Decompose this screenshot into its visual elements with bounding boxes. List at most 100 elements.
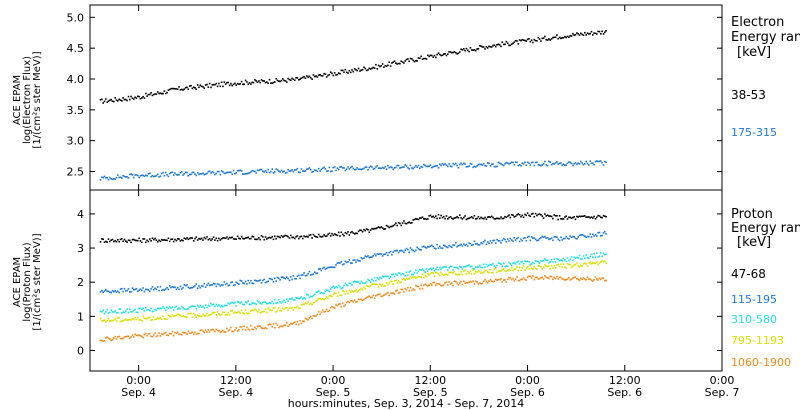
- point-1-0-256: [440, 214, 442, 217]
- point-1-2-316: [520, 261, 522, 263]
- point-1-4-369: [590, 279, 593, 282]
- point-1-4-208: [376, 294, 379, 296]
- point-1-1-247: [428, 246, 430, 248]
- point-0-0-164: [317, 74, 320, 76]
- point-0-1-178: [336, 167, 339, 169]
- point-1-3-355: [572, 265, 574, 268]
- point-0-1-19: [125, 176, 127, 178]
- point-1-3-380: [605, 262, 607, 264]
- point-1-3-306: [506, 269, 509, 271]
- point-0-1-309: [510, 161, 513, 164]
- point-1-0-13: [117, 239, 119, 241]
- point-1-3-155: [306, 302, 308, 305]
- point-1-1-76: [200, 285, 203, 287]
- point-1-1-364: [584, 235, 586, 238]
- point-1-0-321: [526, 212, 529, 214]
- point-1-4-66: [187, 330, 190, 333]
- point-1-3-132: [275, 311, 277, 313]
- point-1-3-372: [594, 262, 597, 265]
- point-0-0-360: [578, 34, 581, 36]
- point-1-4-62: [182, 331, 184, 334]
- x-tick-date-2: Sep. 5: [316, 386, 351, 399]
- point-1-1-28: [137, 290, 139, 292]
- point-0-1-207: [375, 166, 377, 168]
- point-1-3-101: [234, 311, 236, 313]
- point-1-0-41: [154, 237, 156, 240]
- point-1-3-214: [384, 284, 387, 287]
- point-1-1-326: [533, 237, 536, 239]
- point-1-1-57: [175, 288, 178, 291]
- point-1-2-200: [365, 281, 368, 283]
- point-1-1-152: [302, 274, 304, 276]
- point-0-1-51: [167, 175, 170, 178]
- point-1-3-265: [452, 272, 454, 274]
- point-0-0-168: [323, 72, 325, 75]
- point-0-0-141: [287, 77, 289, 80]
- point-0-1-356: [573, 163, 575, 165]
- x-tick-date-6: Sep. 7: [705, 386, 740, 399]
- point-1-4-194: [357, 298, 360, 301]
- point-0-1-359: [577, 162, 579, 164]
- point-1-2-250: [432, 267, 434, 270]
- point-1-3-326: [533, 266, 536, 268]
- point-1-0-330: [538, 213, 541, 215]
- point-1-2-137: [282, 300, 284, 303]
- point-1-0-14: [118, 240, 120, 243]
- point-1-3-254: [437, 273, 440, 275]
- point-1-0-9: [111, 238, 114, 241]
- point-1-0-93: [223, 237, 226, 239]
- point-1-1-319: [524, 237, 526, 239]
- point-1-1-366: [586, 235, 589, 238]
- point-1-4-129: [271, 326, 273, 328]
- point-1-0-332: [541, 215, 544, 217]
- point-1-1-330: [538, 237, 541, 240]
- point-0-0-56: [174, 88, 176, 90]
- point-1-2-297: [494, 266, 497, 269]
- point-1-3-0: [99, 317, 102, 320]
- point-1-4-180: [339, 303, 341, 305]
- point-0-0-241: [420, 55, 422, 58]
- point-1-0-119: [258, 237, 260, 239]
- point-0-0-231: [407, 58, 409, 60]
- point-1-1-94: [224, 283, 227, 286]
- point-1-0-23: [130, 241, 132, 244]
- point-0-1-339: [550, 163, 553, 166]
- point-1-2-244: [424, 271, 426, 273]
- point-0-0-93: [223, 81, 226, 83]
- point-1-4-216: [387, 291, 389, 294]
- point-1-4-274: [464, 282, 466, 284]
- point-1-3-206: [373, 283, 376, 285]
- point-0-1-151: [300, 168, 303, 170]
- point-1-0-133: [276, 235, 279, 238]
- point-0-0-331: [540, 40, 542, 42]
- point-0-1-80: [206, 172, 208, 175]
- point-0-0-249: [431, 54, 433, 57]
- point-0-0-118: [256, 81, 259, 83]
- point-1-0-176: [333, 233, 336, 235]
- point-1-1-68: [190, 287, 192, 289]
- point-1-0-283: [476, 217, 478, 220]
- point-1-2-0: [99, 310, 102, 312]
- point-1-3-173: [329, 294, 332, 297]
- point-0-0-374: [597, 30, 599, 33]
- point-1-2-232: [408, 271, 410, 273]
- point-0-0-195: [359, 70, 361, 72]
- point-0-1-213: [383, 167, 385, 170]
- point-1-3-226: [400, 281, 402, 283]
- point-1-3-64: [184, 316, 187, 318]
- point-1-3-112: [248, 312, 251, 315]
- point-1-4-247: [428, 284, 430, 287]
- point-1-1-18: [123, 287, 126, 290]
- point-0-0-49: [164, 92, 167, 95]
- point-1-3-362: [581, 265, 583, 267]
- point-0-1-150: [299, 171, 301, 174]
- point-0-1-190: [352, 167, 355, 170]
- point-1-0-261: [447, 218, 449, 220]
- point-1-3-219: [391, 281, 393, 283]
- point-0-1-132: [275, 168, 277, 170]
- point-1-0-198: [363, 228, 365, 231]
- point-1-1-255: [439, 245, 441, 248]
- point-1-0-147: [295, 235, 297, 238]
- point-1-1-207: [375, 254, 377, 257]
- series-1-4: [99, 275, 607, 343]
